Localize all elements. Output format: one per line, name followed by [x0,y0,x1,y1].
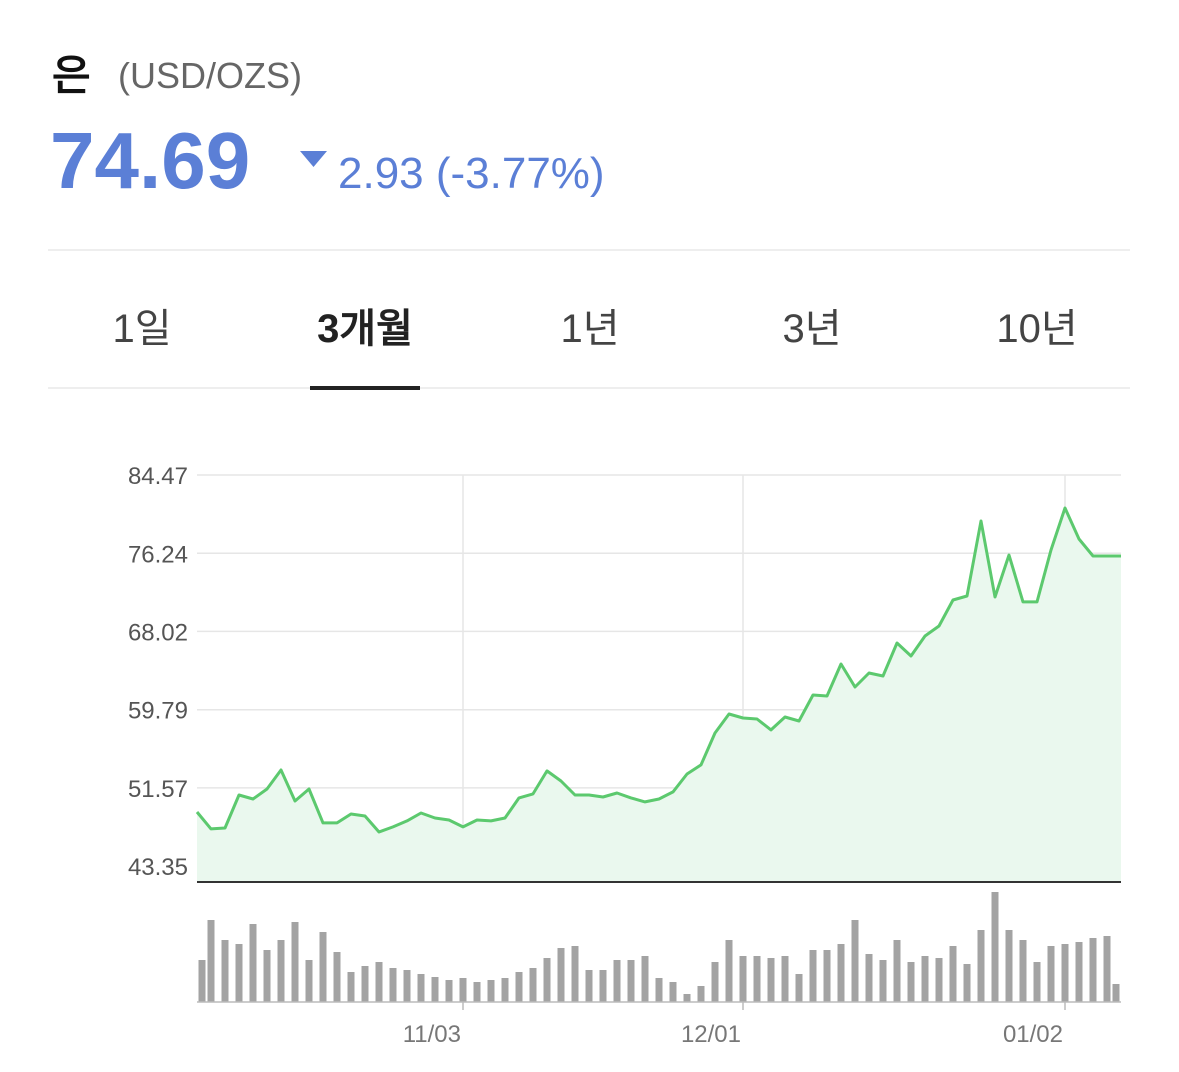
volume-bar [879,960,887,1002]
volume-bar [557,948,565,1002]
volume-bar [711,962,719,1002]
volume-bar [767,958,775,1002]
y-tick-label: 84.47 [128,463,188,490]
volume-bar [207,920,215,1002]
volume-bar [1033,962,1041,1002]
volume-bar [739,956,747,1002]
volume-bar [669,982,677,1002]
volume-bar [305,960,313,1002]
price: 74.69 [50,116,250,205]
volume-bar [333,952,341,1002]
asset-unit: (USD/OZS) [118,55,302,96]
volume-bar [501,978,509,1002]
volume-bar [949,946,957,1002]
tab[interactable]: 3개월 [317,307,413,351]
volume-bar [809,950,817,1002]
volume-bar [389,968,397,1002]
volume-bar [1061,944,1069,1002]
volume-bar [529,968,537,1002]
tab[interactable]: 1년 [560,307,619,351]
volume-bar [1103,936,1111,1002]
volume-bar [683,994,691,1002]
volume-bar [991,892,999,1002]
volume-bar [697,986,705,1002]
x-tick-label: 01/02 [1003,1021,1063,1048]
volume-bar [795,974,803,1002]
volume-bar [198,960,206,1002]
x-tick-label: 11/03 [403,1021,461,1048]
volume-bar [599,970,607,1002]
volume-bar [291,922,299,1002]
asset-name: 은 [52,52,91,99]
volume-bar [361,966,369,1002]
down-arrow [300,151,327,167]
tab[interactable]: 1일 [112,307,171,351]
volume-bar [865,954,873,1002]
volume-bar [235,944,243,1002]
tab-underline [310,386,420,390]
volume-bar [249,924,257,1002]
volume-bar [725,940,733,1002]
x-tick-label: 12/01 [681,1021,741,1048]
y-tick-label: 68.02 [128,619,188,646]
y-tick-label: 51.57 [128,776,188,803]
volume-bar [375,962,383,1002]
volume-bar [753,956,761,1002]
volume-bar [459,978,467,1002]
price-line [195,506,1121,834]
volume-bar [221,940,229,1002]
volume-bar [473,982,481,1002]
volume-bar [837,944,845,1002]
volume-bar [487,980,495,1002]
volume-bar [935,958,943,1002]
volume-bar [585,970,593,1002]
volume-bar [277,940,285,1002]
volume-bar [403,970,411,1002]
volume-bar [963,964,971,1002]
volume-bar [347,972,355,1002]
tab-bar: 1일 3개월 1년 3년 10년 [112,307,1078,390]
volume-bar [445,980,453,1002]
area [197,508,1121,882]
volume-bar [263,950,271,1002]
volume-bar [319,932,327,1002]
volume-bar [571,946,579,1002]
volume-bar [627,960,635,1002]
volume-bar [417,974,425,1002]
y-tick-label: 76.24 [128,541,188,568]
y-tick-label: 43.35 [128,854,188,881]
tab[interactable]: 10년 [996,307,1077,351]
volume-bar [1075,942,1083,1002]
volume-bar [515,972,523,1002]
volume-bar [893,940,901,1002]
tab[interactable]: 3년 [782,307,841,351]
volume-bar [1089,938,1097,1002]
volume-bar [823,950,831,1002]
volume-bar [655,978,663,1002]
volume-bar [641,956,649,1002]
price-change: 2.93 (-3.77%) [338,149,605,198]
volume-bar [921,956,929,1002]
volume-bar [1047,946,1055,1002]
volume-bar [543,958,551,1002]
volume-bar [977,930,985,1002]
y-tick-label: 59.79 [128,698,188,725]
volume-bar [781,956,789,1002]
volume-bar [1005,930,1013,1002]
chart: 43.35 51.57 59.79 68.02 76.24 84.47 11/03 12/01… [128,463,1121,1048]
volume-bar [907,962,915,1002]
volume-bar [851,920,859,1002]
volume-bar [1019,940,1027,1002]
volume-bar [613,960,621,1002]
volume-bar [1112,984,1120,1002]
volume-bar [431,977,439,1002]
